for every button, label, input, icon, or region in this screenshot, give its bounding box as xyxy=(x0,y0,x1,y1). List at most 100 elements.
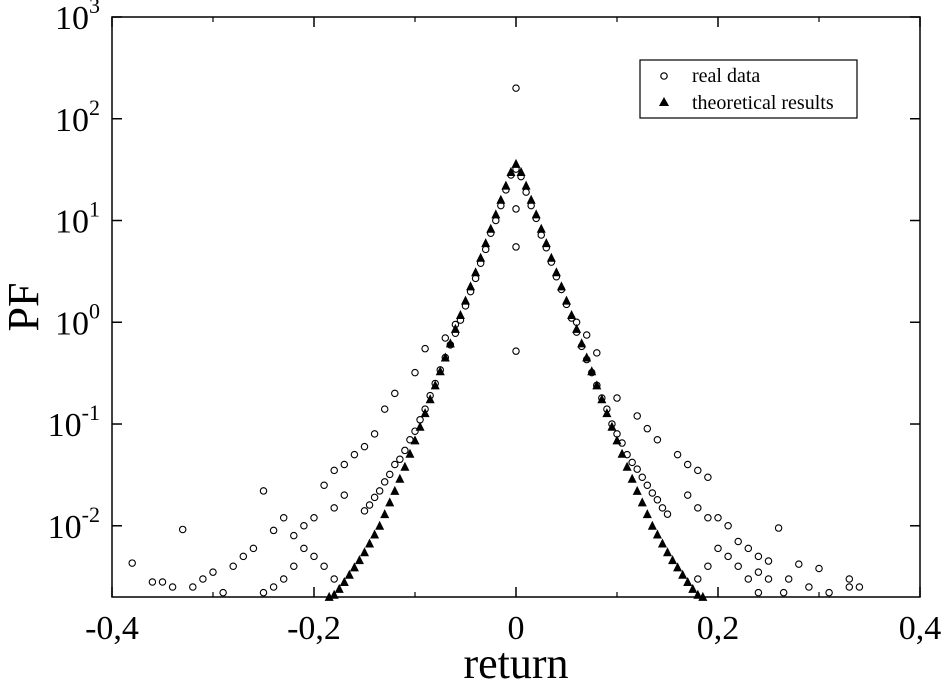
real-data-point xyxy=(522,188,530,196)
real-data-point xyxy=(714,544,722,553)
real-data-point xyxy=(340,491,349,499)
theoretical-point xyxy=(536,223,546,233)
theoretical-point xyxy=(683,577,693,587)
legend: real data theoretical results xyxy=(639,59,858,119)
real-data-point xyxy=(310,552,318,561)
real-data-point xyxy=(754,568,763,576)
real-data-point xyxy=(779,588,788,597)
real-data-point xyxy=(512,243,520,251)
real-data-point xyxy=(512,205,520,213)
y-tick-label: 101 xyxy=(55,197,100,241)
theoretical-point xyxy=(344,569,354,579)
real-data-point xyxy=(764,575,773,583)
real-data-point xyxy=(391,460,399,469)
theoretical-point xyxy=(445,338,455,348)
real-data-point xyxy=(320,481,328,490)
real-data-point xyxy=(855,583,864,591)
theoretical-point xyxy=(688,583,698,593)
theoretical-point xyxy=(471,267,481,277)
real-data-point xyxy=(249,544,258,553)
theoretical-point xyxy=(415,421,425,431)
theoretical-point xyxy=(324,591,334,601)
real-data-point xyxy=(360,507,369,515)
real-data-point xyxy=(259,487,268,495)
theoretical-point xyxy=(617,448,627,458)
theoretical-point xyxy=(491,209,501,219)
real-data-point xyxy=(648,489,657,497)
real-data-point xyxy=(350,450,359,459)
theoretical-point xyxy=(481,238,491,248)
theoretical-point xyxy=(582,352,592,362)
real-data-point xyxy=(385,470,394,479)
theoretical-point xyxy=(360,547,369,557)
real-data-point xyxy=(290,531,298,540)
real-data-point xyxy=(694,504,702,512)
real-data-point xyxy=(421,344,429,353)
theoretical-point xyxy=(455,309,465,319)
real-data-point xyxy=(481,245,490,254)
real-data-point xyxy=(290,562,298,571)
real-data-point xyxy=(199,575,207,583)
theoretical-point xyxy=(425,394,435,404)
real-data-point xyxy=(653,496,662,504)
real-data-point xyxy=(537,231,545,239)
real-data-point xyxy=(734,562,742,571)
real-data-point xyxy=(330,575,338,583)
real-data-point xyxy=(158,578,167,586)
theoretical-point xyxy=(647,520,657,530)
y-axis-ticks: 10-2 10-1 100 101 102 103 xyxy=(48,0,920,546)
theoretical-point xyxy=(354,555,364,565)
theoretical-point xyxy=(526,194,536,204)
theoretical-point xyxy=(339,577,349,587)
real-data-point xyxy=(613,394,621,402)
real-data-point xyxy=(653,436,662,444)
real-data-point xyxy=(774,524,783,532)
theoretical-point xyxy=(430,380,440,390)
real-data-point xyxy=(764,557,773,565)
real-data-point xyxy=(714,513,722,522)
real-data-point xyxy=(805,583,813,591)
theoretical-point xyxy=(577,338,587,348)
theoretical-point xyxy=(461,295,470,305)
real-data-point xyxy=(744,544,753,553)
theoretical-point xyxy=(602,408,612,418)
theoretical-point xyxy=(551,267,561,277)
theoretical-point xyxy=(420,408,430,418)
theoretical-point xyxy=(562,295,571,305)
real-data-point xyxy=(754,552,763,561)
theoretical-point xyxy=(652,529,662,539)
theoretical-point xyxy=(567,309,577,319)
theoretical-point xyxy=(516,166,526,176)
real-data-point xyxy=(411,427,419,435)
y-tick-label: 100 xyxy=(55,298,100,342)
real-data-point xyxy=(269,583,278,591)
real-data-point xyxy=(300,522,308,530)
real-data-point xyxy=(744,575,753,583)
real-data-point xyxy=(279,513,288,522)
real-data-point xyxy=(633,412,641,420)
real-data-point xyxy=(370,430,379,438)
theoretical-point xyxy=(673,562,683,572)
theoretical-point xyxy=(385,497,395,507)
real-data-point xyxy=(704,562,712,571)
real-data-point xyxy=(330,466,338,475)
real-data-point xyxy=(638,473,646,481)
real-data-point xyxy=(380,405,389,413)
x-axis-ticks: -0,4 -0,2 0 0,2 0,4 xyxy=(85,17,941,647)
real-data-point xyxy=(219,588,227,597)
x-axis-label: return xyxy=(463,639,568,681)
real-data-point xyxy=(663,510,672,518)
theoretical-point xyxy=(511,158,521,168)
real-data-point xyxy=(643,424,652,433)
real-data-point xyxy=(365,501,374,509)
real-data-point xyxy=(628,458,636,467)
real-data-point xyxy=(683,491,692,499)
real-data-point xyxy=(269,526,278,535)
real-data-point xyxy=(340,460,349,469)
theoretical-point xyxy=(592,380,602,390)
real-data-point xyxy=(673,450,682,459)
theoretical-point xyxy=(521,180,531,190)
theoretical-point xyxy=(627,473,637,483)
real-data-point xyxy=(330,504,338,512)
theoretical-point xyxy=(410,435,420,445)
